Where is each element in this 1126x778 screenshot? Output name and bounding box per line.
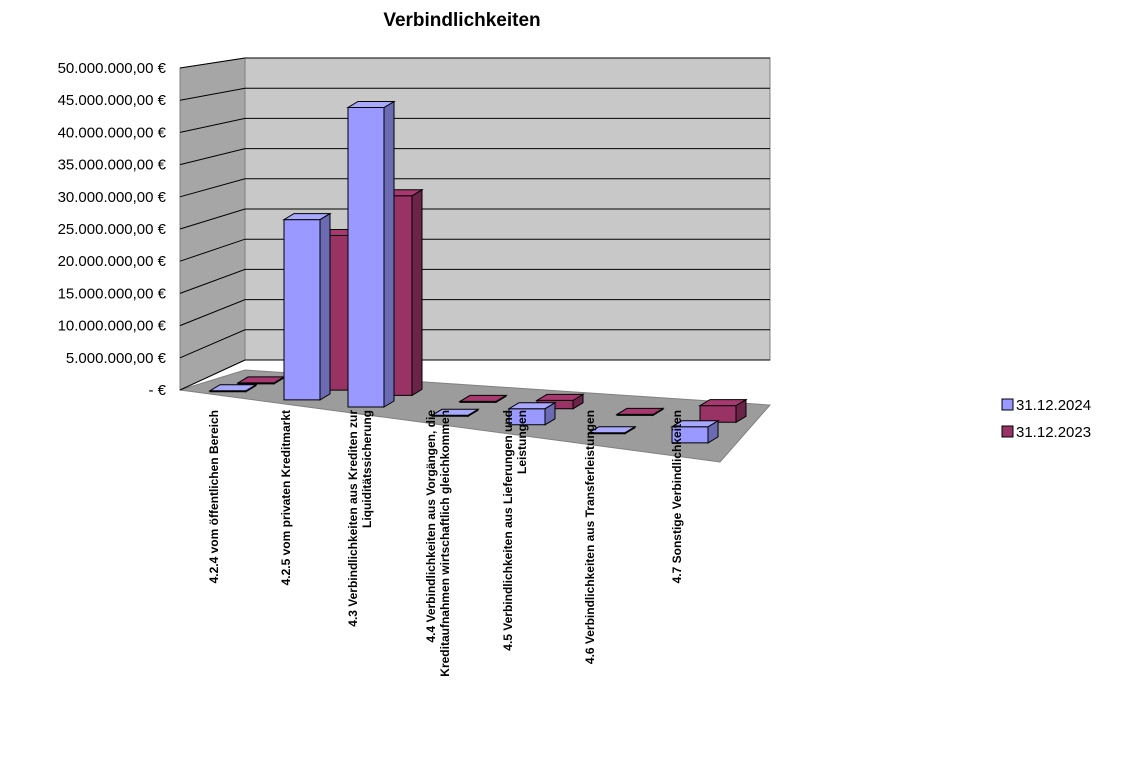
y-tick-label: 30.000.000,00 € [58, 189, 167, 206]
bar-side [383, 100, 395, 408]
y-tick-label: 15.000.000,00 € [58, 285, 167, 302]
y-axis-tick-labels: - € 5.000.000,00 € 10.000.000,00 € 15.000.0… [58, 60, 167, 399]
chart-legend: 31.12.2024 31.12.2023 [1001, 397, 1091, 441]
bar-31-12-2024-cat-1 [208, 383, 258, 393]
bar-top [535, 393, 585, 401]
gridline [179, 268, 770, 294]
chart-bars [208, 100, 748, 444]
bar-top [208, 384, 258, 392]
y-tick-label: 45.000.000,00 € [58, 92, 167, 109]
gridline [179, 359, 770, 391]
left-wall [179, 57, 246, 391]
bar-31-12-2023-cat-7 [698, 398, 748, 424]
legend-label: 31.12.2024 [1016, 397, 1091, 414]
bar-side [411, 188, 423, 397]
gridline [179, 87, 770, 101]
gridline [179, 238, 770, 262]
legend-swatch [1001, 425, 1014, 438]
bar-top [430, 408, 480, 416]
legend-swatch [1001, 398, 1014, 411]
bar-top [615, 407, 665, 415]
y-tick-label: 25.000.000,00 € [58, 221, 167, 238]
gridline [179, 329, 770, 359]
bar-top [698, 399, 748, 407]
chart-title: Verbindlichkeiten [383, 10, 540, 31]
gridline [179, 57, 770, 69]
gridline [179, 148, 770, 166]
bar-31-12-2023-cat-1 [236, 376, 286, 385]
bar-31-12-2024-cat-7 [670, 419, 720, 444]
bar-top [507, 402, 557, 410]
y-tick-label: 20.000.000,00 € [58, 253, 167, 270]
y-tick-label: 50.000.000,00 € [58, 60, 167, 77]
bar-top [346, 101, 396, 108]
gridline [179, 208, 770, 230]
bar-31-12-2024-cat-3 [346, 100, 396, 408]
bar-31-12-2023-cat-6 [615, 407, 665, 417]
x-axis-category-labels: 4.2.4 vom öffentlichen Bereich 4.2.5 vom … [207, 410, 684, 677]
bar-top [282, 213, 332, 221]
gridline [179, 117, 770, 133]
bar-31-12-2024-cat-6 [587, 425, 637, 435]
category-label: 4.4 Verbindlichkeiten aus Vorgängen, die… [424, 410, 452, 677]
bar-31-12-2024-cat-2 [282, 212, 332, 401]
gridline [179, 178, 770, 198]
bar-top [670, 420, 720, 428]
bar-front [283, 219, 321, 401]
bar-top [587, 426, 637, 434]
bar-31-12-2023-cat-4 [458, 394, 508, 404]
category-label: 4.7 Sonstige Verbindlichkeiten [670, 410, 684, 583]
category-label: 4.6 Verbindlichkeiten aus Transferleistu… [583, 410, 597, 664]
bar-front [347, 107, 385, 408]
y-tick-label: 35.000.000,00 € [58, 157, 167, 174]
legend-label: 31.12.2023 [1016, 424, 1091, 441]
y-tick-label: 5.000.000,00 € [66, 350, 167, 367]
y-tick-label: 40.000.000,00 € [58, 124, 167, 141]
bar-side [319, 212, 331, 401]
y-tick-label: - € [148, 382, 166, 399]
gridline [179, 299, 770, 327]
chart-gridlines [179, 57, 770, 391]
bar-front [699, 405, 737, 423]
y-tick-label: 10.000.000,00 € [58, 318, 167, 335]
category-label: 4.5 Verbindlichkeiten aus Lieferungen un… [501, 410, 529, 651]
bar-31-12-2024-cat-5 [507, 401, 557, 426]
category-label: 4.2.4 vom öffentlichen Bereich [207, 410, 221, 583]
bar-31-12-2024-cat-4 [430, 408, 480, 418]
bar-top [458, 394, 508, 402]
category-label: 4.3 Verbindlichkeiten aus Krediten zurLi… [346, 410, 374, 627]
category-label: 4.2.5 vom privaten Kreditmarkt [279, 410, 293, 585]
